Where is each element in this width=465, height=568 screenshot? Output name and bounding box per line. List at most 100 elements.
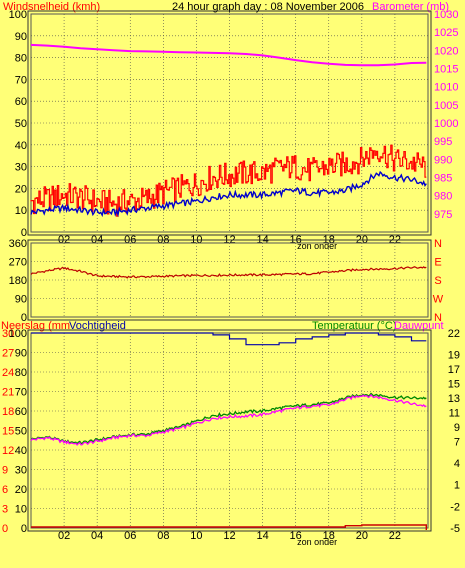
- sunset-label: zon onder: [297, 537, 337, 547]
- temperature-axis-title: Temperatuur (°C): [312, 320, 396, 332]
- humidity-axis-tick: 100: [9, 328, 27, 340]
- panel-3-hour-label: 04: [91, 530, 103, 542]
- temperature-axis-tick: 22: [448, 328, 460, 340]
- wind-axis-tick: 70: [15, 74, 27, 86]
- temperature-axis-tick: 9: [454, 422, 460, 434]
- chart-title: 24 hour graph day : 08 November 2006: [172, 1, 364, 13]
- compass-label: W: [433, 294, 444, 306]
- compass-label: E: [434, 257, 441, 269]
- humidity-axis-tick: 50: [15, 426, 27, 438]
- temperature-axis-tick: 7: [454, 436, 460, 448]
- wind-axis-tick: 60: [15, 96, 27, 108]
- rain-line: [31, 524, 427, 530]
- compass-label: N: [434, 238, 442, 250]
- barometer-axis-tick: 1025: [434, 27, 458, 39]
- barometer-axis-tick: 985: [434, 173, 452, 185]
- panel-3-hour-label: 16: [290, 530, 302, 542]
- barometer-axis-tick: 1015: [434, 64, 458, 76]
- temperature-axis-tick: 15: [448, 379, 460, 391]
- temperature-axis-tick: 13: [448, 393, 460, 405]
- panel-3-hour-label: 12: [223, 530, 235, 542]
- rain-axis-tick: 27: [2, 348, 14, 360]
- panel-3-outer-frame: [27, 329, 432, 532]
- humidity-axis-tick: 30: [15, 465, 27, 477]
- direction-axis-tick: 270: [9, 257, 27, 269]
- rain-axis-tick: 30: [2, 328, 14, 340]
- wind-axis-title: Windsnelheid (kmh): [3, 1, 100, 13]
- direction-axis-tick: 90: [15, 294, 27, 306]
- barometer-line: [30, 43, 427, 67]
- rain-axis-title: Neerslag (mm: [1, 320, 70, 332]
- rain-axis-tick: 18: [2, 406, 14, 418]
- wind-axis-tick: 20: [15, 183, 27, 195]
- compass-label: S: [434, 275, 441, 287]
- humidity-axis-tick: 90: [15, 348, 27, 360]
- humidity-axis-title: Vochtigheid: [69, 320, 126, 332]
- humidity-axis-tick: 70: [15, 387, 27, 399]
- temperature-axis-tick: 1: [454, 480, 460, 492]
- temperature-line: [30, 392, 427, 445]
- rain-axis-tick: 6: [2, 484, 8, 496]
- temperature-axis-tick: 17: [448, 364, 460, 376]
- wind-axis-tick: 10: [15, 205, 27, 217]
- humidity-axis-tick: 80: [15, 367, 27, 379]
- humidity-axis-tick: 0: [21, 523, 27, 535]
- wind-axis-tick: 30: [15, 162, 27, 174]
- temperature-axis-tick: 11: [449, 407, 460, 419]
- rain-axis-tick: 0: [2, 523, 8, 535]
- panel-1-outer-frame: [27, 10, 432, 236]
- rain-axis-tick: 9: [2, 465, 8, 477]
- humidity-line: [31, 332, 427, 346]
- wind-axis-tick: 40: [15, 140, 27, 152]
- humidity-axis-tick: 40: [15, 445, 27, 457]
- barometer-axis-tick: 1030: [434, 9, 458, 21]
- dewpoint-line: [30, 393, 427, 446]
- dewpoint-axis-title: Dauwpunt: [394, 320, 444, 332]
- rain-axis-tick: 21: [2, 387, 14, 399]
- panel-3-hour-label: 14: [256, 530, 268, 542]
- wind-gust-line: [30, 144, 427, 217]
- panel-3-hour-label: 18: [323, 530, 335, 542]
- barometer-axis-tick: 1005: [434, 100, 458, 112]
- direction-axis-tick: 180: [9, 275, 27, 287]
- humidity-axis-tick: 60: [15, 406, 27, 418]
- compass-label: N: [434, 312, 442, 324]
- barometer-axis-tick: 980: [434, 191, 452, 203]
- panel-3-hour-label: 10: [190, 530, 202, 542]
- direction-axis-tick: 0: [21, 312, 27, 324]
- wind-average-line: [30, 170, 427, 218]
- wind-axis-tick: 100: [9, 9, 27, 21]
- wind-axis-tick: 50: [15, 118, 27, 130]
- temperature-axis-tick: 19: [448, 350, 460, 362]
- temperature-axis-tick: 4: [454, 458, 460, 470]
- barometer-axis-tick: 1010: [434, 82, 458, 94]
- sunset-label: zon onder: [297, 241, 337, 251]
- rain-axis-tick: 12: [2, 445, 14, 457]
- barometer-axis-tick: 1020: [434, 45, 458, 57]
- rain-axis-tick: 15: [2, 426, 14, 438]
- humidity-axis-tick: 10: [15, 504, 27, 516]
- barometer-axis-tick: 1000: [434, 118, 458, 130]
- wind-axis-tick: 90: [15, 31, 27, 43]
- panel-3-hour-label: 08: [157, 530, 169, 542]
- wind-axis-tick: 80: [15, 53, 27, 65]
- temperature-axis-tick: -2: [450, 501, 460, 513]
- humidity-axis-tick: 20: [15, 484, 27, 496]
- panel-2-outer-frame: [27, 239, 432, 321]
- barometer-axis-tick: 975: [434, 209, 452, 221]
- barometer-axis-title: Barometer (mb): [372, 1, 449, 13]
- panel-3-hour-label: 22: [389, 530, 401, 542]
- panel-3-hour-label: 06: [124, 530, 136, 542]
- barometer-axis-tick: 995: [434, 136, 452, 148]
- barometer-axis-tick: 990: [434, 154, 452, 166]
- wind-direction-line: [30, 266, 427, 279]
- panel-3-hour-label: 02: [58, 530, 70, 542]
- panel-3-hour-label: 20: [356, 530, 368, 542]
- rain-axis-tick: 3: [2, 504, 8, 516]
- direction-axis-tick: 360: [9, 238, 27, 250]
- wind-axis-tick: 0: [21, 227, 27, 239]
- temperature-axis-tick: -5: [450, 523, 460, 535]
- rain-axis-tick: 24: [2, 367, 14, 379]
